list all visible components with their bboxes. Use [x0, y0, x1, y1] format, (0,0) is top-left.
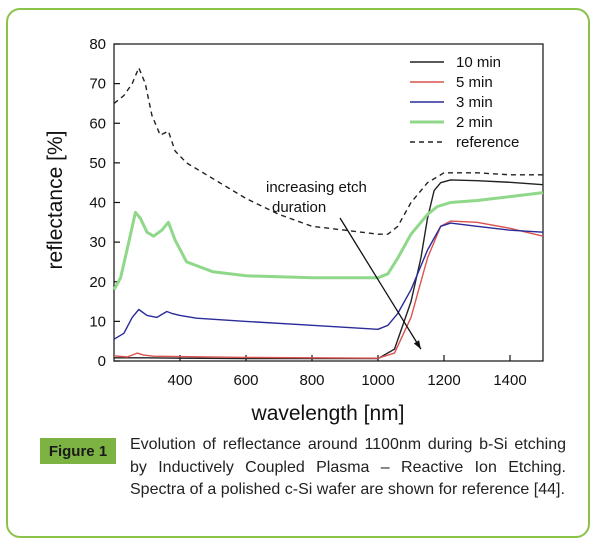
y-tick-label: 60 — [89, 115, 106, 132]
x-tick-label: 800 — [299, 372, 324, 389]
x-tick-label: 1000 — [361, 372, 394, 389]
legend-label: 10 min — [456, 54, 501, 71]
plot-frame — [113, 43, 544, 362]
legend-label: 5 min — [456, 74, 493, 91]
legend-label: reference — [456, 134, 519, 151]
figure-caption-text: Evolution of reflectance around 1100nm d… — [130, 436, 566, 498]
y-tick-label: 30 — [89, 234, 106, 251]
series-line-2-min — [112, 191, 544, 291]
x-tick-label: 600 — [233, 372, 258, 389]
y-tick-label: 50 — [89, 155, 106, 172]
annotation-arrowhead — [413, 340, 421, 350]
y-tick-label: 20 — [89, 274, 106, 291]
x-tick-label: 1400 — [493, 372, 526, 389]
x-tick-label: 400 — [167, 372, 192, 389]
series-line-5-min — [113, 220, 544, 359]
y-tick-label: 10 — [89, 313, 106, 330]
annotation-line-2: duration — [272, 199, 326, 216]
series-line-10-min — [114, 179, 544, 360]
y-tick-label: 80 — [89, 36, 106, 53]
x-tick-label: 1200 — [427, 372, 460, 389]
figure-label: Figure 1 — [40, 438, 116, 464]
annotation-arrow — [339, 217, 422, 350]
series-line-3-min — [113, 222, 544, 340]
y-tick-label: 70 — [89, 76, 106, 93]
x-axis-label: wavelength [nm] — [251, 402, 405, 425]
y-axis-label: reflectance [%] — [44, 131, 67, 270]
y-tick-label: 0 — [98, 353, 106, 370]
legend-label: 3 min — [456, 94, 493, 111]
legend-label: 2 min — [456, 114, 493, 131]
series-line-reference — [113, 67, 543, 235]
annotation-line-1: increasing etch — [266, 179, 367, 196]
y-tick-label: 40 — [89, 195, 106, 212]
reflectance-chart: 0 10 20 30 40 50 60 70 80 400 600 800 1000 1200 1400 10… — [44, 36, 544, 425]
